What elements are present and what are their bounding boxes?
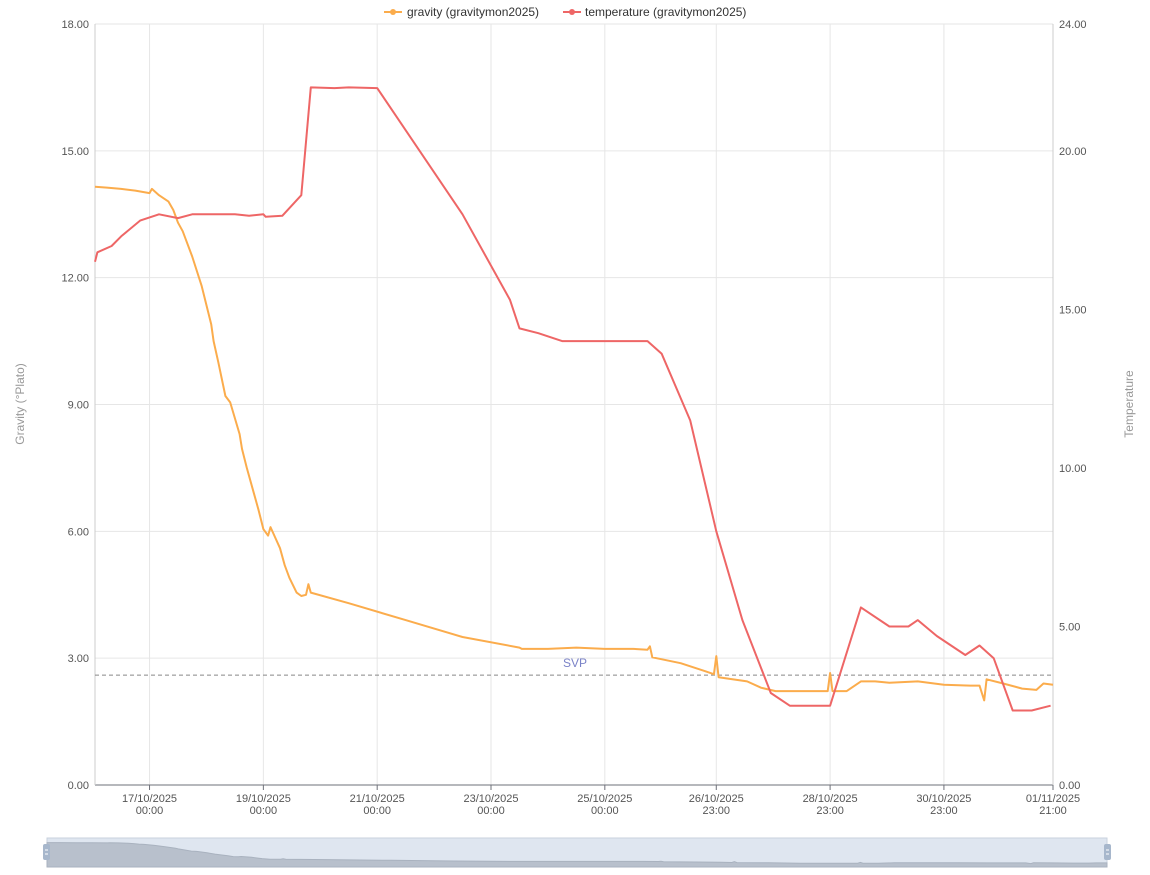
- x-tick-label-date: 17/10/2025: [122, 793, 177, 805]
- y-right-tick-label: 5.00: [1059, 621, 1080, 633]
- data-zoom-handle-left[interactable]: [43, 844, 50, 860]
- y-right-tick-label: 20.00: [1059, 146, 1087, 158]
- series-line-gravity: [94, 185, 1054, 702]
- x-tick-label-date: 25/10/2025: [577, 793, 632, 805]
- x-tick-label-date: 30/10/2025: [916, 793, 971, 805]
- x-tick-label-time: 23:00: [816, 805, 844, 817]
- x-tick-label-date: 19/10/2025: [236, 793, 291, 805]
- x-tick-label-time: 23:00: [703, 805, 731, 817]
- y-left-tick-label: 3.00: [68, 653, 89, 665]
- legend-item-temperature[interactable]: temperature (gravitymon2025): [563, 5, 746, 19]
- y-left-axis-title: Gravity (°Plato): [13, 363, 27, 444]
- x-tick-label-date: 01/11/2025: [1026, 793, 1080, 805]
- y-left-tick-label: 6.00: [68, 526, 89, 538]
- x-tick-label-date: 23/10/2025: [463, 793, 518, 805]
- data-zoom-handle-right[interactable]: [1104, 844, 1111, 860]
- y-left-tick-label: 12.00: [61, 273, 89, 285]
- data-zoom-preview: [46, 842, 1108, 868]
- legend-item-gravity[interactable]: gravity (gravitymon2025): [384, 5, 539, 19]
- y-left-tick-label: 0.00: [68, 780, 89, 792]
- x-tick-label-date: 28/10/2025: [803, 793, 858, 805]
- x-tick-label-time: 00:00: [591, 805, 619, 817]
- legend-label-gravity: gravity (gravitymon2025): [407, 5, 539, 19]
- x-tick-label-time: 00:00: [477, 805, 505, 817]
- x-tick-label-time: 00:00: [136, 805, 164, 817]
- grid: [95, 23, 1054, 786]
- x-tick-label-time: 23:00: [930, 805, 958, 817]
- y-left-tick-label: 15.00: [61, 146, 89, 158]
- series-group: [94, 86, 1054, 712]
- x-tick-label-time: 21:00: [1039, 805, 1067, 817]
- y-right-axis-title: Temperature: [1122, 370, 1136, 438]
- data-zoom-slider[interactable]: [43, 837, 1111, 868]
- y-left-tick-label: 18.00: [61, 19, 89, 31]
- x-tick-label-date: 26/10/2025: [689, 793, 744, 805]
- y-left-tick-label: 9.00: [68, 400, 89, 412]
- x-tick-label-time: 00:00: [363, 805, 391, 817]
- svp-label: SVP: [563, 656, 587, 670]
- x-tick-label-time: 00:00: [250, 805, 278, 817]
- y-right-tick-label: 15.00: [1059, 304, 1087, 316]
- legend[interactable]: gravity (gravitymon2025) temperature (gr…: [384, 5, 746, 19]
- y-right-tick-label: 10.00: [1059, 463, 1087, 475]
- svp-mark-line: SVP: [95, 656, 1053, 676]
- y-right-tick-label: 24.00: [1059, 19, 1087, 31]
- y-right-tick-label: 0.00: [1059, 780, 1080, 792]
- x-tick-label-date: 21/10/2025: [350, 793, 405, 805]
- legend-label-temperature: temperature (gravitymon2025): [585, 5, 746, 19]
- series-line-temperature: [94, 86, 1051, 712]
- axes: 0.00 3.00 6.00 9.00 12.00 15.00 18.00 0.00 5.00 1…: [61, 19, 1086, 817]
